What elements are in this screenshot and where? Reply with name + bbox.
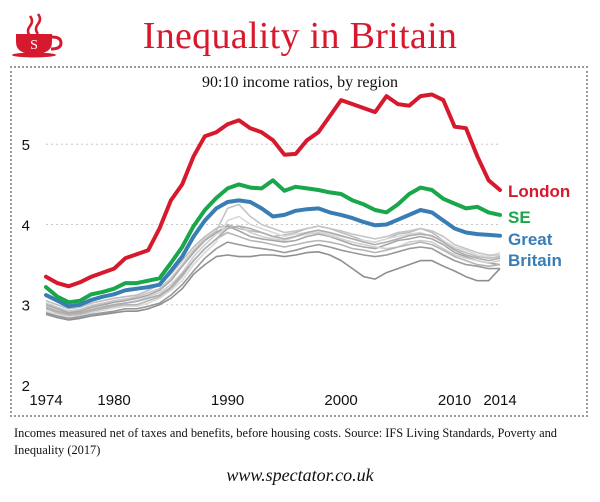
y-tick-label: 3 <box>22 298 30 315</box>
series-label-great-britain: Great Britain <box>508 230 562 270</box>
y-tick-label: 4 <box>22 217 30 234</box>
highlight-series-lines <box>44 92 502 309</box>
series-line-regional <box>45 251 501 321</box>
saucer-icon <box>12 52 56 58</box>
series-line-regional <box>45 241 500 320</box>
chart-frame <box>10 66 588 417</box>
teacup-icon <box>16 34 52 54</box>
series-line-regional <box>45 225 501 314</box>
x-tick-label: 2000 <box>324 392 357 409</box>
spectator-logo: S <box>12 13 63 58</box>
cup-handle-icon <box>50 35 63 51</box>
series-line-se <box>44 178 502 305</box>
y-axis-tick-labels: 2 3 4 5 <box>22 137 30 395</box>
series-line-great-britain <box>44 198 502 309</box>
series-line-regional <box>45 203 500 312</box>
x-tick-label: 2010 <box>438 392 471 409</box>
x-axis-tick-labels: 1974 1980 1990 2000 2010 2014 <box>29 392 516 409</box>
chart-subtitle: 90:10 income ratios, by region <box>202 74 398 91</box>
x-tick-label: 2014 <box>483 392 516 409</box>
source-note: Incomes measured net of taxes and benefi… <box>14 426 558 457</box>
series-line-regional <box>45 225 501 315</box>
chart-gridlines <box>46 143 500 306</box>
website-url[interactable]: www.spectator.co.uk <box>226 465 374 485</box>
series-labels: London SE Great Britain <box>508 182 570 270</box>
series-label-london: London <box>508 182 570 201</box>
steam-icon <box>34 13 42 35</box>
x-tick-label: 1974 <box>29 392 62 409</box>
series-label-se: SE <box>508 208 531 227</box>
series-line-regional <box>45 231 501 316</box>
y-tick-label: 2 <box>22 378 30 395</box>
background-series-lines <box>45 203 501 321</box>
page-title: Inequality in Britain <box>142 15 458 57</box>
logo-letter: S <box>30 38 38 53</box>
series-line-london <box>44 92 502 289</box>
x-tick-label: 1990 <box>211 392 244 409</box>
steam-icon <box>26 15 34 37</box>
x-tick-label: 1980 <box>97 392 130 409</box>
y-tick-label: 5 <box>22 137 30 154</box>
